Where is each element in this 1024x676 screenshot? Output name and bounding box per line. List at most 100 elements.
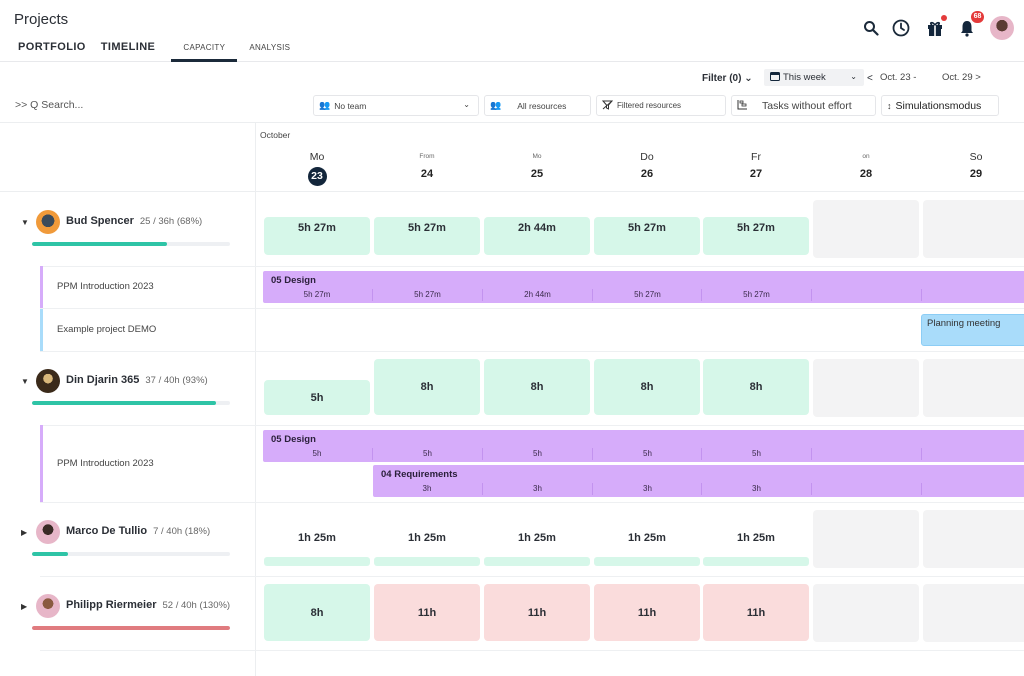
daily-capacity-cell[interactable]: 2h 44m bbox=[484, 217, 590, 255]
tasks-without-effort-button[interactable]: Tasks without effort bbox=[731, 95, 876, 116]
utilization-bar-fill bbox=[32, 552, 68, 556]
daily-capacity-bar[interactable] bbox=[484, 557, 590, 566]
resource-utilization: 37 / 40h (93%) bbox=[145, 375, 208, 386]
clock-icon[interactable] bbox=[890, 17, 912, 39]
row-divider bbox=[40, 425, 1024, 426]
day-name: Fr bbox=[751, 151, 761, 163]
all-resources-button[interactable]: 👥 All resources bbox=[484, 95, 591, 116]
overbooked-cell[interactable]: 11h bbox=[703, 584, 809, 641]
bell-icon[interactable]: 68 bbox=[956, 11, 984, 39]
project-label[interactable]: PPM Introduction 2023 bbox=[40, 266, 255, 308]
filter-toolbar: >> Q Search... 👥 No team ⌄ 👥 All resourc… bbox=[0, 95, 1024, 117]
calendar-event[interactable]: Planning meeting bbox=[921, 314, 1024, 346]
task-day-effort bbox=[811, 448, 921, 460]
search-input[interactable]: >> Q Search... bbox=[15, 99, 84, 111]
resource-name[interactable]: Din Djarin 365 37 / 40h (93%) bbox=[66, 374, 208, 386]
task-bar[interactable]: 05 Design 5h 5h 5h 5h 5h bbox=[263, 430, 1024, 462]
overbooked-cell[interactable]: 11h bbox=[594, 584, 700, 641]
daily-capacity-bar[interactable] bbox=[374, 557, 480, 566]
day-column[interactable]: on 28 bbox=[811, 150, 921, 180]
resource-name-text: Din Djarin 365 bbox=[66, 374, 140, 386]
daily-capacity-cell[interactable]: 8h bbox=[703, 359, 809, 415]
row-divider bbox=[40, 351, 1024, 352]
task-day-effort: 5h bbox=[312, 449, 322, 458]
search-icon[interactable] bbox=[860, 17, 882, 39]
utilization-bar bbox=[32, 242, 230, 246]
task-day-effort: 3h bbox=[422, 484, 432, 493]
task-day-effort: 3h bbox=[482, 483, 592, 495]
tab-analysis[interactable]: ANALYSIS bbox=[249, 43, 291, 52]
resource-utilization: 7 / 40h (18%) bbox=[153, 526, 211, 537]
overbooked-cell[interactable]: 11h bbox=[374, 584, 480, 641]
header-actions: 68 bbox=[860, 11, 1014, 40]
simulation-icon: ↕ bbox=[887, 100, 892, 111]
task-day-effort: 5h bbox=[372, 448, 482, 460]
day-column[interactable]: Do 26 bbox=[592, 150, 702, 180]
day-name: So bbox=[969, 151, 983, 163]
filter-off-icon bbox=[601, 100, 614, 112]
daily-capacity-bar[interactable] bbox=[264, 557, 370, 566]
overbooked-cell[interactable]: 11h bbox=[484, 584, 590, 641]
day-column[interactable]: From 24 bbox=[372, 150, 482, 180]
day-date: 25 bbox=[530, 168, 544, 180]
daily-capacity-cell[interactable]: 8h bbox=[374, 359, 480, 415]
filter-button[interactable]: Filter (0) ⌄ bbox=[702, 73, 753, 84]
daily-capacity-cell[interactable]: 8h bbox=[594, 359, 700, 415]
filtered-resources-label: Filtered resources bbox=[617, 101, 682, 110]
expand-caret-icon[interactable]: ▶ bbox=[21, 528, 28, 537]
user-avatar[interactable] bbox=[990, 16, 1014, 40]
daily-capacity-value: 1h 25m bbox=[408, 532, 446, 544]
day-column[interactable]: Fr 27 bbox=[701, 150, 811, 180]
range-start-date: Oct. 23 - bbox=[880, 72, 917, 83]
task-bar[interactable]: 04 Requirements 3h 3h 3h 3h bbox=[373, 465, 1024, 497]
filtered-resources-button[interactable]: Filtered resources bbox=[596, 95, 726, 116]
resource-row: ▶ Philipp Riermeier 52 / 40h (130%) bbox=[0, 576, 255, 650]
gift-icon[interactable] bbox=[924, 15, 947, 39]
collapse-caret-icon[interactable]: ▼ bbox=[21, 218, 29, 227]
task-list-icon bbox=[737, 99, 748, 112]
daily-capacity-cell[interactable]: 5h 27m bbox=[594, 217, 700, 255]
utilization-bar-fill bbox=[32, 401, 217, 405]
daily-capacity-bar[interactable] bbox=[594, 557, 700, 566]
resource-name[interactable]: Marco De Tullio 7 / 40h (18%) bbox=[66, 525, 210, 537]
tab-portfolio[interactable]: PORTFOLIO bbox=[18, 41, 86, 53]
chevron-down-icon: ⌄ bbox=[850, 72, 857, 81]
simulation-mode-button[interactable]: ↕ Simulationsmodus bbox=[881, 95, 999, 116]
resource-name[interactable]: Philipp Riermeier 52 / 40h (130%) bbox=[66, 599, 230, 611]
weekend-cell bbox=[923, 510, 1024, 568]
day-column[interactable]: So 29 bbox=[921, 150, 1024, 180]
day-column[interactable]: Mo 25 bbox=[482, 150, 592, 180]
project-label[interactable]: Example project DEMO bbox=[40, 309, 255, 351]
weekend-cell bbox=[813, 510, 919, 568]
task-bar[interactable]: 05 Design 5h 27m 5h 27m 2h 44m 5h 27m 5h 27m bbox=[263, 271, 1024, 303]
team-icon: 👥 bbox=[319, 100, 331, 110]
collapse-caret-icon[interactable]: ▼ bbox=[21, 377, 29, 386]
daily-capacity-bar[interactable] bbox=[703, 557, 809, 566]
row-divider bbox=[40, 308, 1024, 309]
tasks-without-effort-label: Tasks without effort bbox=[762, 99, 852, 112]
daily-capacity-cell[interactable]: 5h 27m bbox=[703, 217, 809, 255]
task-day-effort: 3h bbox=[592, 483, 702, 495]
team-select[interactable]: 👥 No team ⌄ bbox=[313, 95, 479, 116]
tab-capacity[interactable]: CAPACITY bbox=[171, 38, 238, 62]
resource-name[interactable]: Bud Spencer 25 / 36h (68%) bbox=[66, 215, 202, 227]
tab-timeline[interactable]: TIMELINE bbox=[100, 41, 156, 53]
project-label[interactable]: PPM Introduction 2023 bbox=[40, 425, 255, 502]
daily-capacity-cell[interactable]: 5h bbox=[264, 380, 370, 415]
day-column[interactable]: Mo 23 bbox=[262, 150, 372, 186]
previous-week-button[interactable]: < bbox=[867, 73, 873, 84]
expand-caret-icon[interactable]: ▶ bbox=[21, 602, 28, 611]
project-color-stripe bbox=[40, 309, 43, 351]
daily-capacity-cell[interactable]: 5h 27m bbox=[374, 217, 480, 255]
week-select-value: This week bbox=[783, 72, 826, 83]
utilization-bar bbox=[32, 552, 230, 556]
avatar bbox=[36, 520, 60, 544]
next-week-button[interactable]: Oct. 29 > bbox=[942, 72, 981, 83]
daily-capacity-cell[interactable]: 5h 27m bbox=[264, 217, 370, 255]
daily-capacity-cell[interactable]: 8h bbox=[264, 584, 370, 641]
week-select[interactable]: This week ⌄ bbox=[764, 69, 864, 86]
daily-capacity-value: 1h 25m bbox=[518, 532, 556, 544]
daily-capacity-cell[interactable]: 8h bbox=[484, 359, 590, 415]
page-title: Projects bbox=[14, 11, 69, 28]
weekend-cell bbox=[813, 200, 919, 258]
